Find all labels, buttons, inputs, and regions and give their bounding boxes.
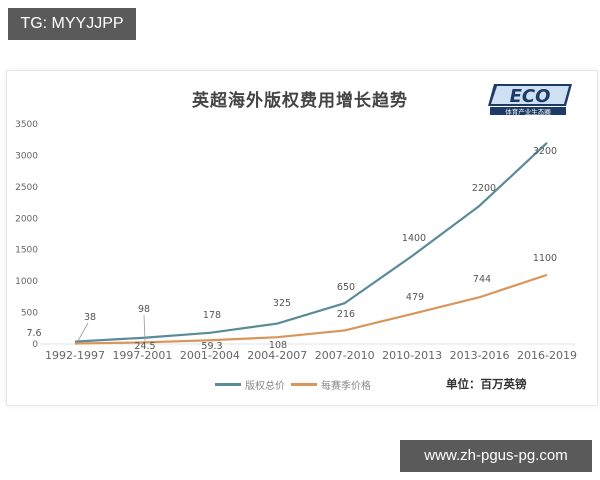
legend-item-total: 版权总价: [215, 377, 285, 392]
series-total-line: [74, 142, 548, 343]
x-tick-label: 2010-2013: [382, 349, 442, 362]
data-label: 24.5: [134, 341, 155, 352]
data-label: 1100: [533, 253, 557, 264]
legend-item-per-season: 每赛季价格: [291, 377, 371, 392]
y-tick-label: 2000: [15, 214, 38, 224]
legend-label-total: 版权总价: [245, 380, 285, 392]
data-label: 1400: [402, 233, 426, 244]
chart-title: 英超海外版权费用增长趋势: [192, 91, 408, 111]
legend-swatch-total: [215, 382, 241, 386]
data-label: 325: [273, 298, 291, 309]
y-tick-label: 3500: [15, 120, 38, 130]
x-tick-label: 2016-2019: [517, 349, 577, 362]
x-tick-label: 2007-2010: [315, 349, 375, 362]
y-tick-label: 2500: [15, 183, 38, 193]
y-tick-label: 1000: [15, 277, 38, 287]
leader-line: [143, 314, 146, 342]
data-label: 178: [203, 310, 221, 321]
x-tick-label: 2013-2016: [450, 349, 510, 362]
y-tick-label: 500: [21, 309, 38, 319]
x-tick-label: 2001-2004: [180, 349, 240, 362]
x-tick-label: 1992-1997: [45, 349, 105, 362]
data-label: 38: [84, 312, 96, 323]
y-tick-label: 0: [32, 340, 38, 350]
data-label: 2200: [472, 183, 496, 194]
x-tick-label: 1997-2001: [112, 349, 172, 362]
tg-badge: TG: MYYJJPP: [8, 8, 136, 40]
data-label: 59.3: [201, 341, 222, 352]
data-label: 744: [473, 274, 491, 285]
data-label: 479: [406, 292, 424, 303]
data-label: 3200: [533, 146, 557, 157]
legend-swatch-per-season: [291, 382, 317, 386]
data-label: 216: [337, 309, 355, 320]
unit-label: 单位：百万英镑: [446, 377, 527, 391]
series-per-season-line: [74, 273, 548, 345]
chart-frame: [6, 70, 598, 406]
data-label: 108: [269, 340, 287, 351]
watermark-url: www.zh-pgus-pg.com: [400, 440, 592, 472]
leader-line: [77, 322, 89, 342]
eco-logo-icon: ECO 体育产业生态圈: [488, 84, 572, 116]
data-label: 98: [138, 304, 150, 315]
chart-legend: 版权总价 每赛季价格: [215, 376, 377, 392]
legend-label-per-season: 每赛季价格: [321, 380, 371, 392]
y-tick-label: 3000: [15, 151, 38, 161]
y-tick-label: 1500: [15, 246, 38, 256]
data-label: 7.6: [26, 328, 41, 339]
svg-text:ECO: ECO: [510, 86, 551, 107]
data-label: 650: [337, 282, 355, 293]
svg-text:体育产业生态圈: 体育产业生态圈: [505, 107, 551, 116]
x-tick-label: 2004-2007: [247, 349, 307, 362]
